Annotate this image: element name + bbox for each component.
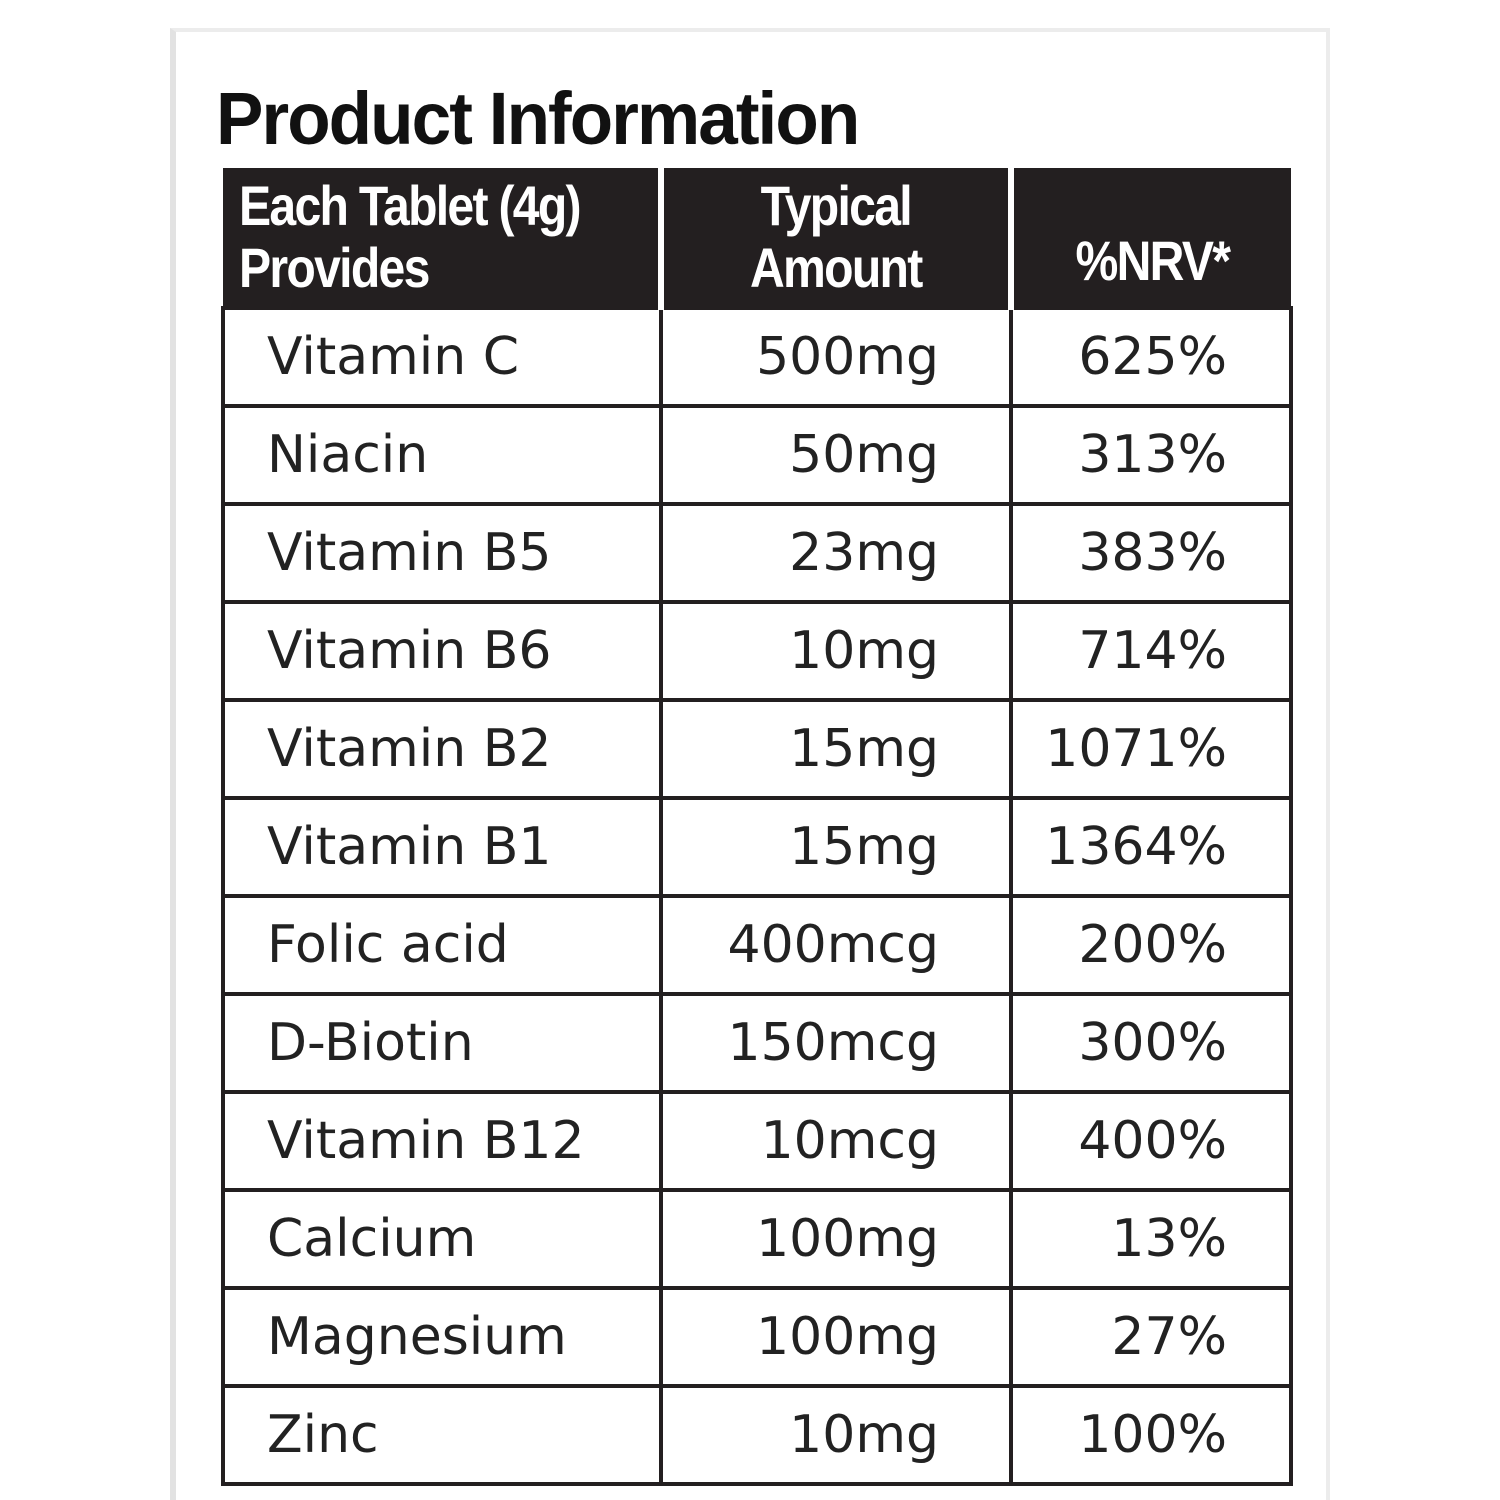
nrv-percent-cell: 200% [1009,894,1293,996]
nrv-percent-cell: 313% [1009,404,1293,506]
table-row: Magnesium 100mg 27% [221,1286,1293,1388]
nutrient-name-cell: Vitamin B6 [221,600,663,702]
nutrient-name-cell: Vitamin C [221,306,663,408]
table-row: Niacin 50mg 313% [221,404,1293,506]
nrv-percent-cell: 13% [1009,1188,1293,1290]
header-amount-line2: Amount [750,236,923,299]
typical-amount-cell: 100mg [659,1286,1013,1388]
nrv-percent-cell: 400% [1009,1090,1293,1192]
nutrient-name-cell: Vitamin B2 [221,698,663,800]
typical-amount-cell: 15mg [659,796,1013,898]
table-row: Vitamin B6 10mg 714% [221,600,1293,702]
nrv-percent-cell: 27% [1009,1286,1293,1388]
typical-amount-cell: 10mcg [659,1090,1013,1192]
header-typical-amount: Typical Amount [661,168,1014,308]
nutrient-name-cell: Magnesium [221,1286,663,1388]
nrv-percent-cell: 100% [1009,1384,1293,1486]
nutrient-name-cell: D-Biotin [221,992,663,1094]
nutrient-name-cell: Vitamin B5 [221,502,663,604]
header-nrv: %NRV* [1011,168,1291,308]
nutrient-name-cell: Zinc [221,1384,663,1486]
header-amount-line1: Typical [760,174,913,237]
table-row: Calcium 100mg 13% [221,1188,1293,1290]
typical-amount-cell: 10mg [659,1384,1013,1486]
header-nutrient-line1: Each Tablet (4g) [239,174,582,237]
nutrient-name-cell: Folic acid [221,894,663,996]
table-row: Vitamin B2 15mg 1071% [221,698,1293,800]
nrv-percent-cell: 1364% [1009,796,1293,898]
nutrient-name-cell: Vitamin B1 [221,796,663,898]
table-row: Folic acid 400mcg 200% [221,894,1293,996]
nrv-percent-cell: 625% [1009,306,1293,408]
nutrient-name-cell: Vitamin B12 [221,1090,663,1192]
nutrient-name-cell: Calcium [221,1188,663,1290]
table-row: Vitamin B5 23mg 383% [221,502,1293,604]
nutrition-table-body: Vitamin C 500mg 625% Niacin 50mg 313% Vitamin … [221,306,1293,1486]
typical-amount-cell: 150mcg [659,992,1013,1094]
nrv-percent-cell: 1071% [1009,698,1293,800]
typical-amount-cell: 15mg [659,698,1013,800]
typical-amount-cell: 23mg [659,502,1013,604]
table-row: Zinc 10mg 100% [221,1384,1293,1486]
table-row: Vitamin C 500mg 625% [221,306,1293,408]
typical-amount-cell: 400mcg [659,894,1013,996]
page-title: Product Information [216,77,860,160]
typical-amount-cell: 500mg [659,306,1013,408]
nutrition-table: Each Tablet (4g) Provides Typical Amount… [221,168,1293,1486]
nrv-percent-cell: 383% [1009,502,1293,604]
nrv-percent-cell: 300% [1009,992,1293,1094]
typical-amount-cell: 50mg [659,404,1013,506]
table-row: Vitamin B12 10mcg 400% [221,1090,1293,1192]
typical-amount-cell: 10mg [659,600,1013,702]
nutrition-table-header: Each Tablet (4g) Provides Typical Amount… [223,168,1291,308]
typical-amount-cell: 100mg [659,1188,1013,1290]
nutrient-name-cell: Niacin [221,404,663,506]
header-nutrient: Each Tablet (4g) Provides [223,168,664,308]
table-row: Vitamin B1 15mg 1364% [221,796,1293,898]
table-row: D-Biotin 150mcg 300% [221,992,1293,1094]
nrv-percent-cell: 714% [1009,600,1293,702]
header-nutrient-line2: Provides [239,236,430,299]
